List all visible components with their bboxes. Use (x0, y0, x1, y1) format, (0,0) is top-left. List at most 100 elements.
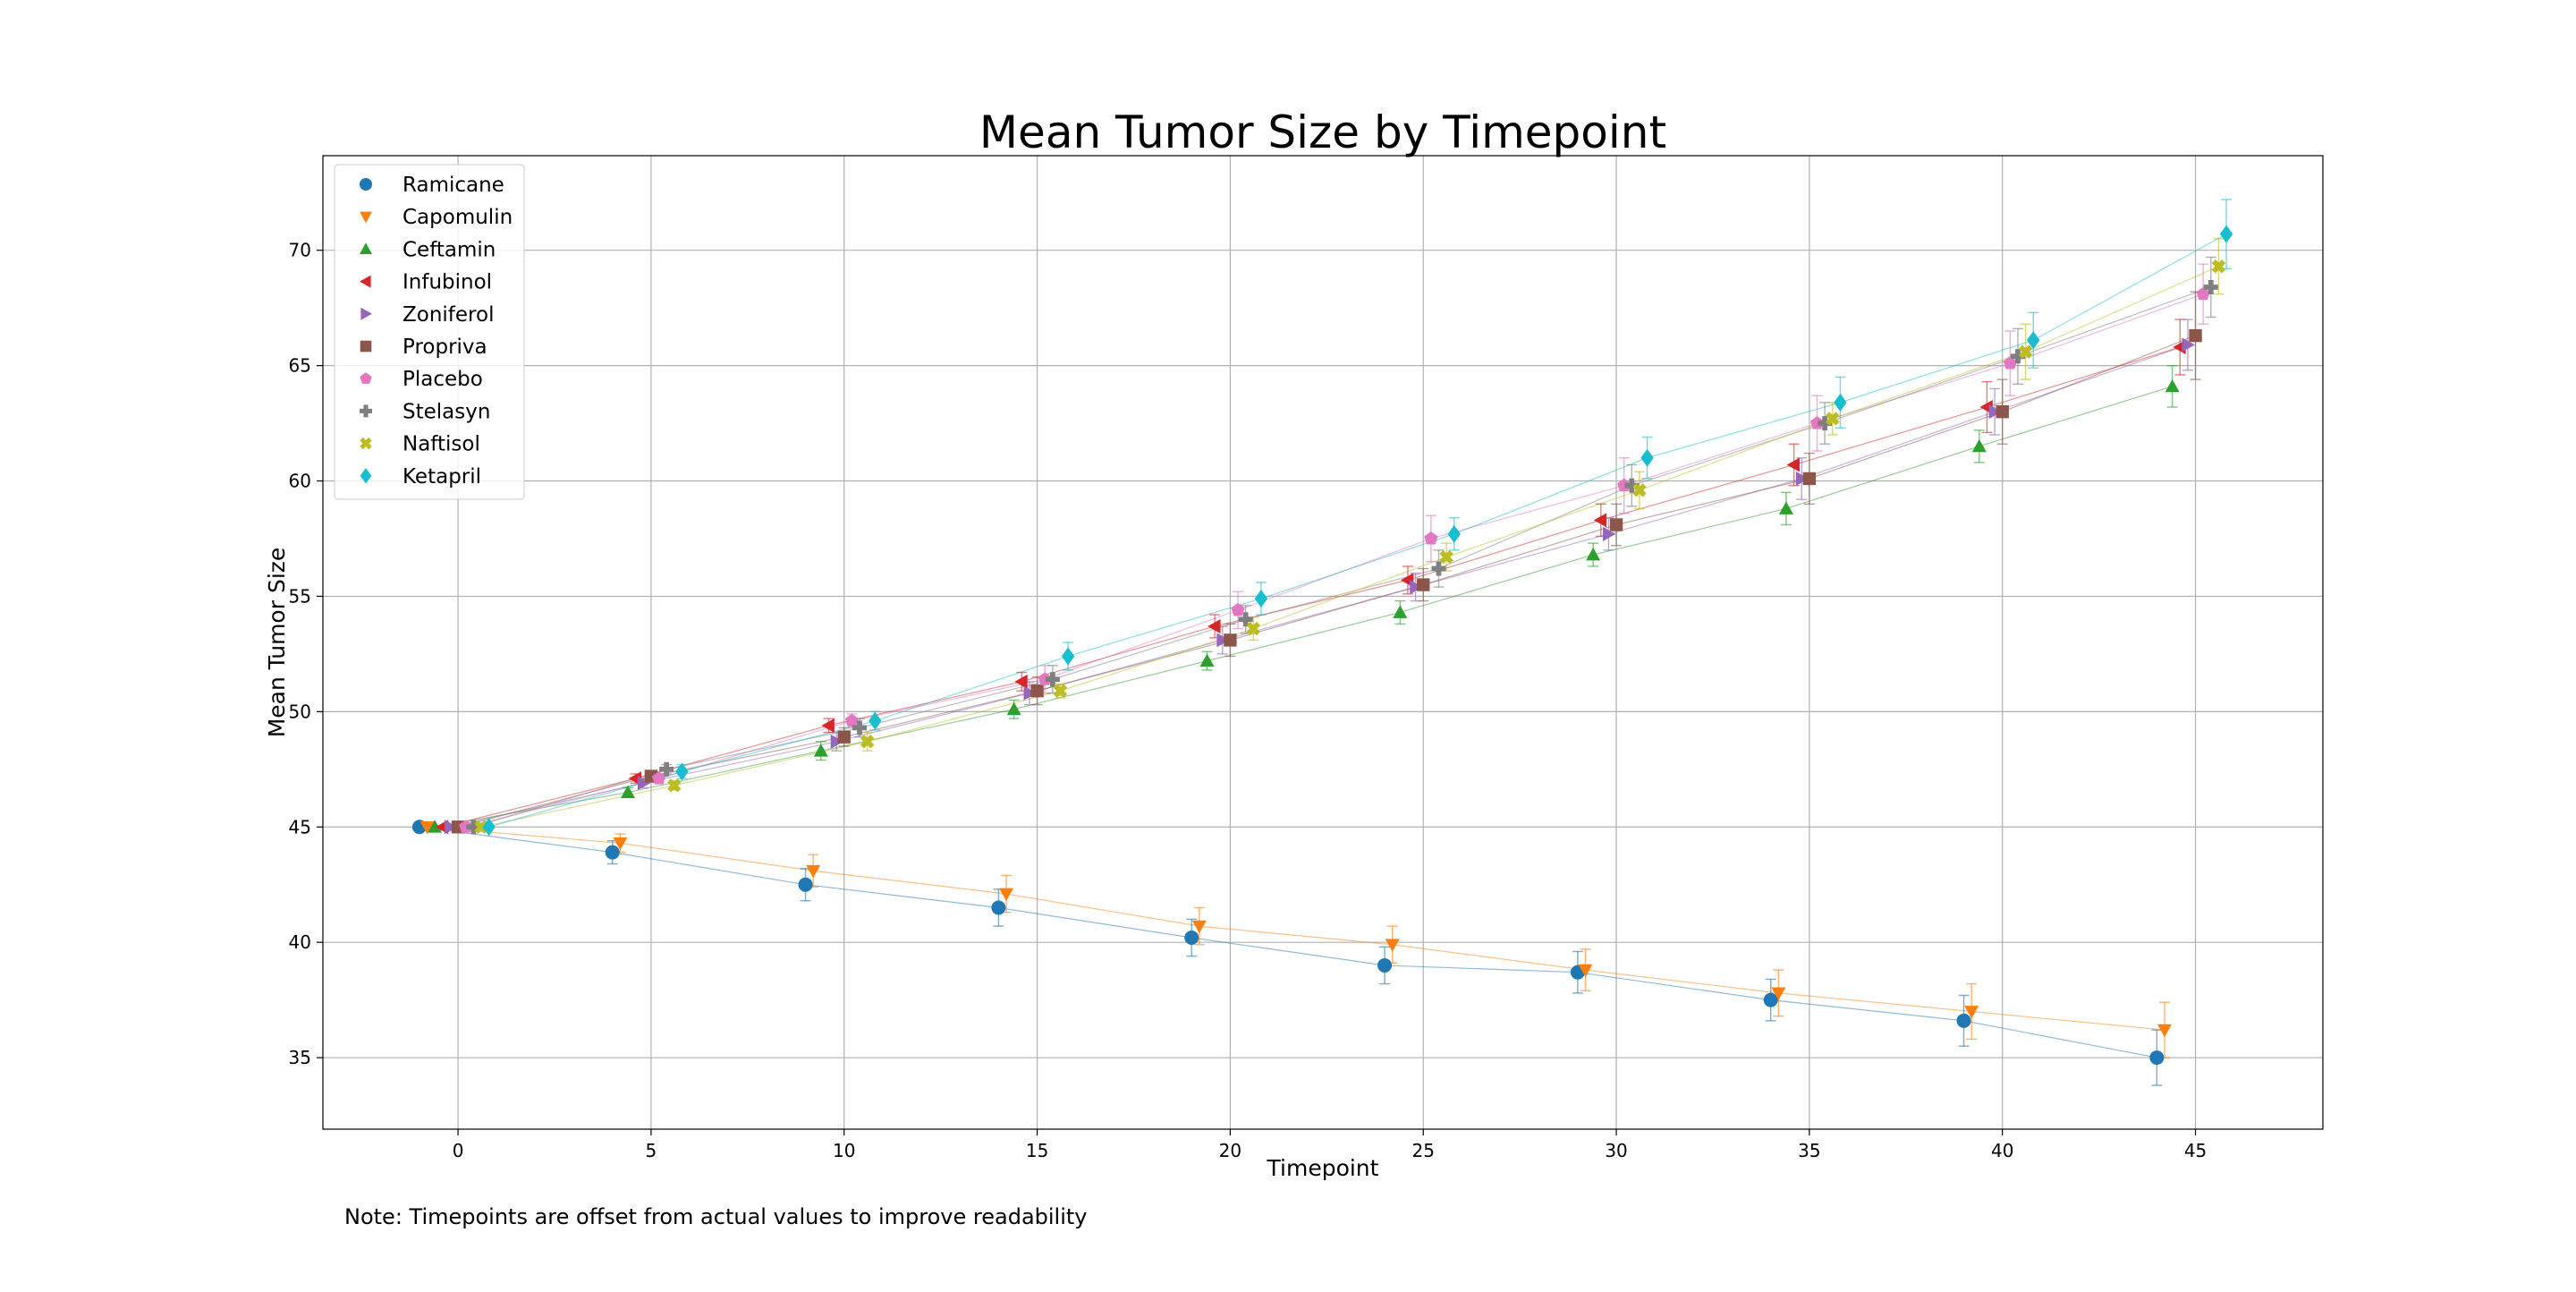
data-point (2165, 378, 2180, 393)
legend-label: Zoniferol (402, 303, 494, 327)
data-point (1996, 404, 2009, 419)
legend: Ramicane Capomulin Ceftamin Infubinol Zonife… (334, 164, 525, 500)
data-point (1971, 438, 1987, 453)
y-tick-label: 60 (289, 471, 311, 492)
data-point (1424, 531, 1438, 545)
data-point (613, 837, 628, 851)
series-line-ceftamin (435, 386, 2173, 828)
data-point (1199, 653, 1215, 667)
series-line-ketapril (488, 234, 2227, 828)
data-point (2203, 279, 2218, 294)
data-point (1956, 1013, 1971, 1028)
data-point (1224, 633, 1237, 647)
data-point (1006, 701, 1021, 716)
data-point (2196, 286, 2210, 301)
data-point (1826, 412, 1840, 426)
data-point (821, 718, 835, 733)
legend-marker (360, 468, 372, 484)
data-point (2003, 356, 2017, 370)
data-point (869, 711, 882, 730)
data-point (445, 820, 458, 835)
data-point (1586, 548, 1601, 561)
data-point (1184, 931, 1199, 946)
data-point (621, 785, 636, 798)
legend-marker (360, 404, 372, 418)
axis-ticks: 0 5 10 15 20 25 30 35 40 45 35 40 45 50 55 60 65 70 (289, 240, 2207, 1161)
data-point (1191, 920, 1207, 934)
y-tick-label: 35 (289, 1047, 311, 1068)
series-line-propriva (457, 335, 2196, 828)
y-tick-label: 40 (289, 931, 311, 953)
legend-label: Infubinol (402, 271, 492, 294)
data-point (667, 778, 682, 793)
data-point (1377, 957, 1393, 973)
data-point (2149, 1050, 2165, 1066)
y-axis-label: Mean Tumor Size (264, 548, 290, 738)
legend-label: Capomulin (402, 206, 513, 229)
series-line-zoniferol (450, 344, 2189, 828)
data-point (1578, 964, 1593, 978)
data-point (1045, 672, 1060, 687)
data-point (474, 820, 488, 834)
data-point (1771, 987, 1786, 1000)
data-point (2018, 344, 2033, 359)
legend-marker (360, 178, 372, 191)
legend-marker (360, 307, 372, 320)
x-tick-label: 0 (453, 1140, 464, 1161)
x-tick-label: 20 (1219, 1140, 1241, 1161)
x-axis-label: Timepoint (1267, 1155, 1379, 1181)
legend-marker (360, 275, 371, 288)
legend-label: Ketapril (402, 465, 481, 489)
legend-marker (360, 211, 372, 224)
data-point (999, 888, 1014, 902)
data-point (1795, 471, 1809, 486)
legend-label: Propriva (402, 336, 487, 359)
data-point (2211, 259, 2226, 274)
data-point (1431, 561, 1446, 576)
data-point (1632, 483, 1647, 497)
data-point (1593, 513, 1607, 528)
data-point (675, 762, 689, 781)
data-point (637, 776, 651, 791)
footnote: Note: Timepoints are offset from actual … (344, 1204, 1088, 1229)
data-point (1964, 1006, 1979, 1019)
data-points (411, 225, 2233, 1066)
data-point (1393, 605, 1408, 618)
data-point (605, 845, 620, 860)
legend-box (334, 164, 525, 500)
legend-marker (360, 340, 372, 353)
data-point (1834, 393, 1847, 412)
data-point (482, 818, 496, 837)
y-tick-label: 45 (289, 816, 311, 837)
x-tick-label: 40 (1991, 1140, 2013, 1161)
legend-marker (360, 372, 372, 384)
data-point (2189, 328, 2202, 343)
data-point (1254, 590, 1268, 608)
data-point (428, 820, 443, 833)
data-point (1014, 674, 1028, 689)
series-line-stelasyn (473, 286, 2212, 828)
data-point (1061, 647, 1075, 666)
data-point (860, 735, 875, 749)
data-point (1238, 612, 1253, 627)
legend-label: Naftisol (402, 433, 480, 456)
series-line-infubinol (442, 346, 2181, 828)
data-point (1640, 448, 1654, 467)
x-tick-label: 5 (646, 1140, 657, 1161)
data-point (1216, 633, 1230, 648)
data-point (1385, 939, 1400, 952)
data-point (798, 877, 813, 892)
data-point (1624, 478, 1640, 493)
data-point (1246, 621, 1260, 636)
data-point (2027, 331, 2040, 350)
data-point (1417, 578, 1430, 591)
series-line-naftisol (480, 266, 2219, 828)
x-tick-label: 25 (1412, 1140, 1435, 1161)
legend-label: Ceftamin (402, 238, 496, 261)
data-point (991, 900, 1006, 915)
chart-title: Mean Tumor Size by Timepoint (979, 106, 1666, 158)
data-point (2010, 349, 2025, 364)
x-tick-label: 30 (1605, 1140, 1627, 1161)
data-point (1603, 526, 1616, 541)
